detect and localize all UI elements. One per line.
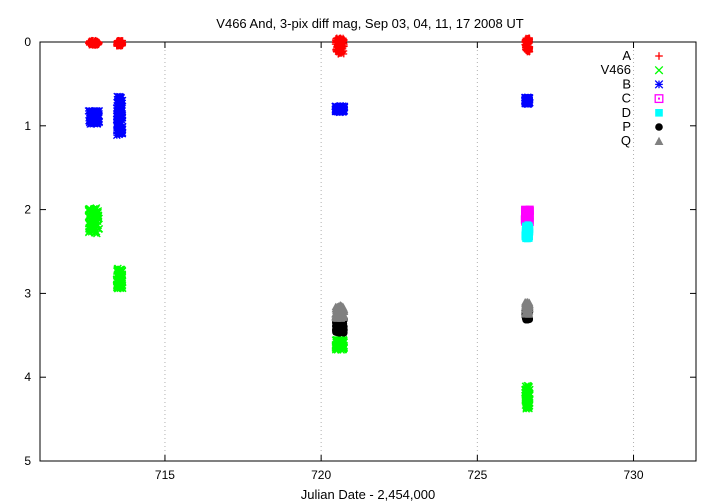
legend-marker xyxy=(654,80,664,89)
legend-label: P xyxy=(622,119,631,134)
data-point xyxy=(523,223,531,231)
data-point xyxy=(523,38,531,45)
data-point xyxy=(87,38,95,45)
data-point xyxy=(117,100,126,109)
data-point xyxy=(84,205,93,213)
legend-marker xyxy=(655,109,663,117)
data-point xyxy=(88,112,97,121)
legend-label: D xyxy=(622,105,631,120)
legend-label: V466 xyxy=(601,62,631,77)
data-point xyxy=(524,229,532,237)
data-point xyxy=(114,37,121,45)
data-point xyxy=(89,210,97,219)
legend-marker xyxy=(654,94,664,104)
x-tick-label: 725 xyxy=(467,468,487,482)
legend-label: B xyxy=(622,76,631,91)
data-point xyxy=(524,382,533,390)
data-point xyxy=(118,270,127,279)
tick-layer: 715 720 725 730 0 1 2 3 4 5 xyxy=(24,35,696,482)
data-point xyxy=(331,344,340,352)
data-point xyxy=(332,312,341,321)
x-tick-label: 720 xyxy=(311,468,331,482)
data-point xyxy=(118,273,127,282)
grid-layer xyxy=(164,42,635,461)
y-tick-label: 4 xyxy=(24,370,31,384)
plot-frame xyxy=(39,41,697,462)
data-point xyxy=(522,304,531,313)
y-tick-label: 5 xyxy=(24,454,31,468)
data-point xyxy=(334,39,342,47)
data-point xyxy=(331,340,340,349)
data-point xyxy=(117,38,125,46)
data-point xyxy=(91,41,99,49)
data-point xyxy=(340,312,349,320)
point-layer xyxy=(84,34,534,413)
data-point xyxy=(525,399,533,408)
data-point xyxy=(339,307,348,315)
data-point xyxy=(337,339,346,348)
data-point xyxy=(87,226,95,235)
legend-marker xyxy=(654,136,664,145)
x-axis-label: Julian Date - 2,454,000 xyxy=(301,487,435,502)
data-point xyxy=(337,103,346,112)
data-point xyxy=(521,299,530,307)
data-point xyxy=(524,316,532,324)
chart-title: V466 And, 3-pix diff mag, Sep 03, 04, 11… xyxy=(216,16,523,31)
data-point xyxy=(116,284,125,293)
data-point xyxy=(525,234,533,242)
legend-marker xyxy=(655,123,663,131)
data-point xyxy=(332,329,340,336)
legend-label: A xyxy=(622,48,631,63)
data-point xyxy=(88,107,96,115)
y-tick-label: 1 xyxy=(24,119,31,133)
data-point xyxy=(95,225,104,233)
data-point xyxy=(85,218,94,227)
data-point xyxy=(115,129,123,138)
data-point xyxy=(525,389,534,398)
data-point xyxy=(86,120,95,128)
y-tick-label: 2 xyxy=(24,203,31,217)
data-point xyxy=(87,217,96,226)
data-point xyxy=(86,206,95,214)
legend-label: Q xyxy=(621,133,631,148)
data-point xyxy=(112,115,121,124)
data-point xyxy=(523,94,532,103)
data-point xyxy=(332,45,340,53)
x-tick-label: 730 xyxy=(624,468,644,482)
data-point xyxy=(92,119,101,128)
legend-marker xyxy=(655,52,663,60)
y-tick-label: 0 xyxy=(24,35,31,49)
data-point xyxy=(332,305,341,313)
data-point xyxy=(115,41,123,49)
x-tick-label: 715 xyxy=(155,468,175,482)
y-tick-label: 3 xyxy=(24,286,31,300)
data-point xyxy=(521,233,529,241)
data-point xyxy=(118,122,127,131)
data-point xyxy=(521,207,530,216)
legend-label: C xyxy=(622,91,631,106)
legend-marker xyxy=(654,65,664,75)
data-point xyxy=(339,344,348,352)
data-point xyxy=(523,44,531,52)
data-point xyxy=(339,38,347,46)
data-point xyxy=(95,38,102,46)
data-point xyxy=(118,284,127,292)
